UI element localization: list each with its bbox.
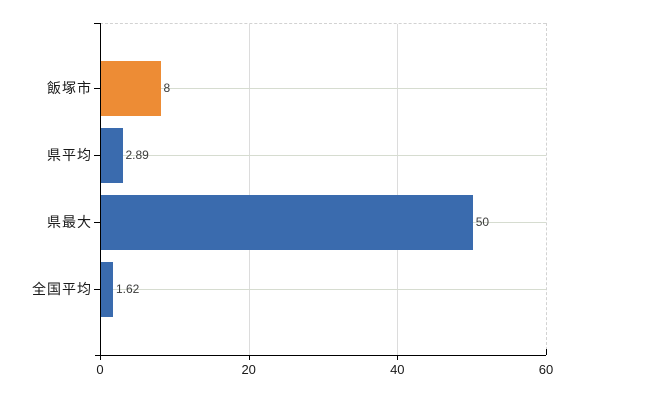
- x-axis-tick-label: 20: [241, 362, 256, 377]
- bar: [101, 195, 473, 250]
- bar: [101, 128, 123, 183]
- x-axis-tick-label: 60: [538, 362, 554, 377]
- y-axis-tick: [94, 289, 100, 290]
- bar-value-label: 1.62: [116, 282, 140, 296]
- x-axis-tick: [397, 356, 398, 360]
- y-axis-top-tick: [94, 23, 100, 24]
- x-axis-end-tick: [546, 349, 547, 355]
- category-label: 飯塚市: [47, 80, 92, 96]
- plot-right-border: [546, 23, 547, 355]
- x-axis-tick-label: 40: [390, 362, 405, 377]
- bar-value-label: 8: [163, 81, 171, 95]
- x-axis: [95, 355, 546, 356]
- vertical-gridline: [249, 24, 250, 355]
- category-label: 全国平均: [32, 281, 92, 297]
- row-gridline: [101, 155, 546, 156]
- category-label: 県平均: [47, 147, 92, 163]
- x-axis-tick: [249, 356, 250, 360]
- bar-value-label: 2.89: [125, 148, 149, 162]
- category-label: 県最大: [47, 214, 92, 230]
- bar: [101, 262, 113, 317]
- y-axis-tick: [94, 155, 100, 156]
- row-gridline: [101, 289, 546, 290]
- y-axis: [100, 23, 101, 360]
- y-axis-tick: [94, 222, 100, 223]
- vertical-gridline: [397, 24, 398, 355]
- bar: [101, 61, 161, 116]
- row-gridline: [101, 88, 546, 89]
- x-axis-tick-label: 0: [96, 362, 104, 377]
- plot-top-border: [100, 23, 546, 24]
- bar-value-label: 50: [475, 215, 490, 229]
- y-axis-tick: [94, 88, 100, 89]
